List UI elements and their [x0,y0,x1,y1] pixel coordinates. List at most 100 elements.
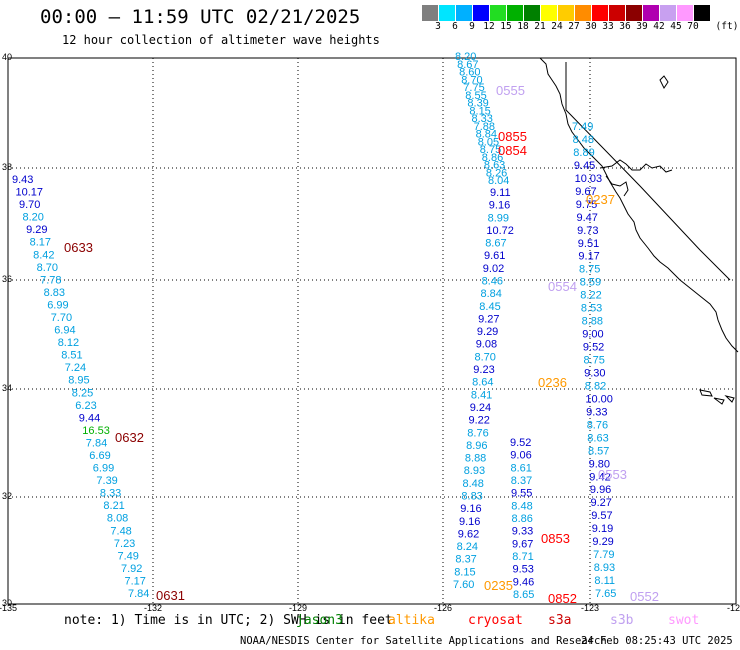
lon-label: -135 [0,603,17,613]
lon-label: -129 [289,603,307,613]
wave-height-value: 8.70 [475,351,496,363]
wave-height-value: 8.41 [471,389,492,401]
wave-height-value: 8.15 [454,566,475,578]
wave-height-value: 9.29 [592,536,613,548]
wave-height-value: 9.23 [473,364,494,376]
legend-swatch [472,5,489,21]
satellite-name: jason3 [296,613,343,628]
legend-swatch [574,5,591,21]
wave-height-value: 8.42 [33,249,54,261]
satellite-name: s3a [548,613,572,628]
wave-height-value: 7.24 [65,362,86,374]
legend-units: (ft) [715,21,739,32]
lat-label: 40 [2,52,12,62]
wave-height-value: 9.00 [582,329,603,341]
wave-height-value: 8.48 [573,134,594,146]
lat-label: 30 [2,598,12,608]
wave-height-value: 9.53 [513,564,534,576]
wave-height-value: 8.04 [488,175,509,187]
pass-time-label: 0237 [586,192,615,207]
wave-height-value: 16.53 [82,425,110,437]
lat-label: 36 [2,274,12,284]
plot-frame [7,57,737,605]
lon-label: -132 [144,603,162,613]
footer-note: note: 1) Time is in UTC; 2) SWH is in fe… [64,613,393,628]
wave-height-value: 8.46 [482,276,503,288]
wave-height-value: 8.61 [511,462,532,474]
legend-label: 33 [602,21,614,32]
wave-height-value: 6.23 [75,400,96,412]
wave-height-value: 8.15 [469,105,490,117]
color-legend [421,5,710,21]
wave-height-value: 7.75 [463,82,484,94]
pass-time-label: 0552 [630,589,659,604]
pass-time-label: 0235 [484,578,513,593]
pass-time-label: 0852 [548,591,577,606]
wave-height-value: 6.94 [54,325,75,337]
wave-height-value: 8.51 [61,350,82,362]
legend-swatch [455,5,472,21]
wave-height-value: 8.55 [465,90,486,102]
wave-height-value: 8.05 [478,136,499,148]
wave-height-value: 8.96 [466,440,487,452]
lon-label: -120 [727,603,740,613]
chart-title: 00:00 — 11:59 UTC 02/21/2025 [40,6,361,28]
wave-height-value: 8.33 [100,488,121,500]
wave-height-value: 8.89 [573,147,594,159]
credit-line: NOAA/NESDIS Center for Satellite Applica… [240,635,607,647]
legend-swatch [676,5,693,21]
wave-height-value: 7.88 [474,121,495,133]
wave-height-value: 7.39 [96,475,117,487]
wave-height-value: 8.83 [44,287,65,299]
wave-height-value: 8.88 [582,316,603,328]
wave-height-value: 8.76 [587,419,608,431]
pass-time-label: 0854 [498,143,527,158]
wave-height-value: 8.33 [472,113,493,125]
wave-height-value: 7.60 [453,579,474,591]
legend-label: 24 [551,21,563,32]
wave-height-value: 7.79 [593,549,614,561]
wave-height-value: 9.33 [512,526,533,538]
wave-height-value: 9.57 [591,510,612,522]
wave-height-value: 8.76 [467,427,488,439]
wave-height-value: 9.27 [591,497,612,509]
wave-height-value: 8.64 [472,377,493,389]
wave-height-value: 10.72 [486,225,514,237]
lat-label: 38 [2,162,12,172]
legend-label: 21 [534,21,546,32]
wave-height-value: 8.08 [107,513,128,525]
legend-swatch [506,5,523,21]
wave-height-value: 9.51 [578,238,599,250]
satellite-name: s3b [610,613,634,628]
satellite-name: cryosat [468,613,523,628]
wave-height-value: 7.48 [110,525,131,537]
wave-height-value: 6.69 [89,450,110,462]
wave-height-value: 8.63 [587,432,608,444]
wave-height-value: 9.42 [589,471,610,483]
wave-height-value: 8.24 [457,541,478,553]
pass-time-label: 0632 [115,430,144,445]
legend-label: 45 [670,21,682,32]
wave-height-value: 9.11 [490,187,511,199]
wave-height-value: 9.80 [589,458,610,470]
wave-height-value: 8.93 [594,562,615,574]
wave-height-value: 9.17 [578,251,599,263]
legend-swatch [608,5,625,21]
generated-time: 24 Feb 08:25:43 UTC 2025 [581,635,733,647]
legend-swatch [438,5,455,21]
legend-swatch [625,5,642,21]
wave-height-value: 10.03 [575,173,603,185]
legend-label: 36 [619,21,631,32]
wave-height-value: 7.23 [114,538,135,550]
wave-height-value: 8.88 [465,453,486,465]
legend-label: 27 [568,21,580,32]
pass-time-label: 0236 [538,375,567,390]
wave-height-value: 8.70 [461,74,482,86]
wave-height-value: 8.75 [480,144,501,156]
wave-height-value: 8.21 [103,500,124,512]
legend-label: 15 [500,21,512,32]
legend-label: 6 [452,21,458,32]
wave-height-value: 8.53 [581,303,602,315]
wave-height-value: 7.49 [118,550,139,562]
